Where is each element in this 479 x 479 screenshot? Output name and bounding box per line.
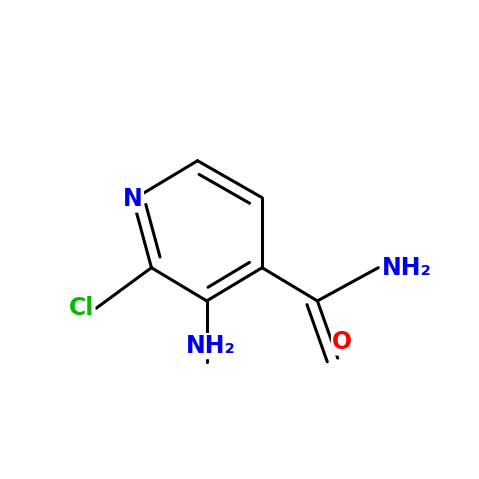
Text: O: O [332, 331, 352, 354]
Text: Cl: Cl [69, 297, 94, 320]
Text: N: N [123, 187, 143, 212]
Text: NH₂: NH₂ [185, 334, 235, 358]
Text: NH₂: NH₂ [382, 256, 432, 280]
